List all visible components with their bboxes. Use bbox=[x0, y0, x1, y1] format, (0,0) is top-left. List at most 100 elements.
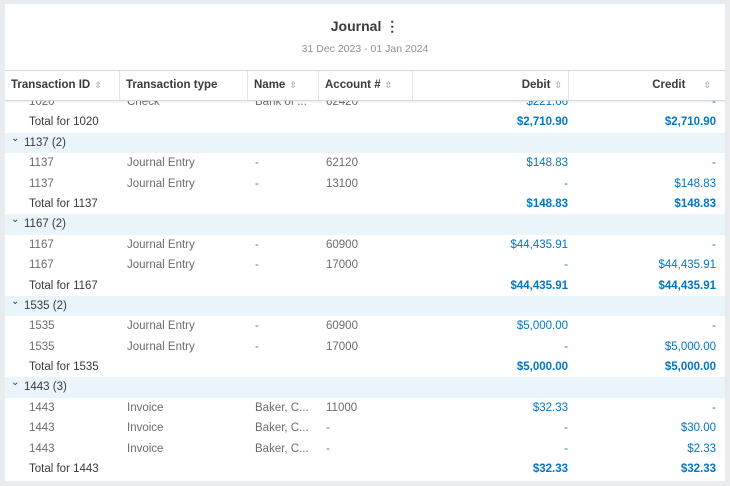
account: 17000 bbox=[326, 259, 358, 272]
transaction-id: 1137 bbox=[29, 157, 54, 170]
account: 17000 bbox=[326, 340, 358, 353]
sort-icon: ⇳ bbox=[384, 80, 393, 90]
debit[interactable]: $32.33 bbox=[532, 401, 568, 414]
transaction-type: Check bbox=[127, 100, 160, 108]
debit[interactable]: - bbox=[564, 442, 568, 455]
account: 13100 bbox=[326, 177, 358, 190]
transaction-type: Journal Entry bbox=[127, 259, 195, 272]
debit-total[interactable]: $32.33 bbox=[532, 463, 568, 476]
debit-total[interactable]: $148.83 bbox=[526, 197, 568, 210]
credit[interactable]: - bbox=[712, 157, 716, 170]
transaction-type: Journal Entry bbox=[127, 340, 195, 353]
total-label: Total for 1443 bbox=[29, 463, 99, 476]
credit-total[interactable]: $44,435.91 bbox=[658, 279, 716, 292]
more-vertical-icon[interactable]: ⋮ bbox=[385, 18, 400, 34]
credit[interactable]: $44,435.91 bbox=[658, 259, 716, 272]
debit[interactable]: $221.66 bbox=[526, 100, 568, 108]
group-row[interactable]: ⌄ 1443 (3) bbox=[5, 377, 725, 398]
credit[interactable]: $148.83 bbox=[674, 177, 716, 190]
credit-total[interactable]: $5,000.00 bbox=[664, 361, 716, 374]
debit-total[interactable]: $44,435.91 bbox=[510, 279, 568, 292]
total-row: Total for 1020 $2,710.90 $2,710.90 bbox=[5, 112, 725, 132]
name: Bank of ... bbox=[255, 100, 307, 108]
transaction-type: Journal Entry bbox=[127, 238, 195, 251]
name: - bbox=[255, 259, 259, 272]
debit[interactable]: $148.83 bbox=[526, 157, 568, 170]
name: Baker, C... bbox=[255, 442, 309, 455]
table-row: 1443 Invoice Baker, C... 11000 $32.33 - bbox=[5, 398, 725, 418]
credit[interactable]: - bbox=[712, 238, 716, 251]
table-row: 1137 Journal Entry - 13100 - $148.83 bbox=[5, 174, 725, 194]
chevron-down-icon[interactable]: ⌄ bbox=[11, 132, 20, 144]
total-row: Total for 1535 $5,000.00 $5,000.00 bbox=[5, 357, 725, 377]
table-row: 1020 Check Bank of ... 62420 $221.66 - bbox=[5, 100, 725, 112]
table-header: Transaction ID ⇳ Transaction type Name ⇳ A… bbox=[5, 70, 725, 101]
transaction-id: 1443 bbox=[29, 401, 55, 414]
debit[interactable]: - bbox=[564, 340, 568, 353]
transaction-id: 1443 bbox=[29, 442, 55, 455]
credit[interactable]: $30.00 bbox=[680, 422, 716, 435]
account: 60900 bbox=[326, 238, 358, 251]
group-row[interactable]: ⌄ 1535 (2) bbox=[5, 295, 725, 317]
column-header-transaction-id[interactable]: Transaction ID ⇳ bbox=[5, 71, 120, 100]
name: - bbox=[255, 238, 259, 251]
table-body[interactable]: 1020 Check Bank of ... 62420 $221.66 - Total f… bbox=[5, 100, 725, 481]
credit-total[interactable]: $148.83 bbox=[674, 197, 716, 210]
credit[interactable]: $5,000.00 bbox=[664, 340, 716, 353]
group-label: 1167 (2) bbox=[24, 218, 66, 231]
group-label: 1535 (2) bbox=[24, 299, 67, 312]
journal-report: Journal ⋮ 31 Dec 2023 - 01 Jan 2024 Tran… bbox=[5, 4, 725, 481]
chevron-down-icon[interactable]: ⌄ bbox=[11, 377, 20, 389]
column-header-credit[interactable]: Credit ⇳ bbox=[652, 79, 711, 91]
table-row: 1167 Journal Entry - 17000 - $44,435.91 bbox=[5, 255, 725, 275]
chevron-down-icon[interactable]: ⌄ bbox=[11, 295, 20, 307]
transaction-type: Journal Entry bbox=[127, 157, 195, 170]
column-header-debit[interactable]: Debit ⇳ bbox=[413, 71, 569, 100]
total-label: Total for 1167 bbox=[29, 279, 98, 292]
debit[interactable]: - bbox=[564, 259, 568, 272]
name: Baker, C... bbox=[255, 401, 309, 414]
transaction-id: 1535 bbox=[29, 340, 55, 353]
table-row: 1167 Journal Entry - 60900 $44,435.91 - bbox=[5, 235, 725, 255]
table-row: 1535 Journal Entry - 60900 $5,000.00 - bbox=[5, 316, 725, 336]
sort-icon: ⇳ bbox=[94, 80, 102, 90]
sort-icon: ⇳ bbox=[703, 80, 711, 90]
credit-total[interactable]: $32.33 bbox=[680, 463, 716, 476]
account: - bbox=[326, 422, 330, 435]
debit-total[interactable]: $5,000.00 bbox=[516, 361, 568, 374]
credit[interactable]: $2.33 bbox=[687, 442, 716, 455]
credit-total[interactable]: $2,710.90 bbox=[664, 116, 716, 129]
group-row[interactable]: ⌄ 1137 (2) bbox=[5, 132, 725, 154]
transaction-type: Invoice bbox=[127, 442, 164, 455]
total-row: Total for 1443 $32.33 $32.33 bbox=[5, 459, 725, 479]
column-header-account[interactable]: Account # ⇳ bbox=[319, 71, 413, 100]
debit[interactable]: $44,435.91 bbox=[510, 238, 568, 251]
total-label: Total for 1535 bbox=[29, 361, 99, 374]
debit[interactable]: - bbox=[564, 422, 568, 435]
credit[interactable]: - bbox=[712, 320, 716, 333]
table-row: 1443 Invoice Baker, C... - - $30.00 bbox=[5, 418, 725, 438]
chevron-down-icon[interactable]: ⌄ bbox=[11, 214, 20, 226]
transaction-id: 1443 bbox=[29, 422, 55, 435]
table-row: 1443 Invoice Baker, C... - - $2.33 bbox=[5, 439, 725, 459]
report-title: Journal ⋮ bbox=[330, 18, 400, 34]
credit[interactable]: - bbox=[712, 401, 716, 414]
group-label: 1443 (3) bbox=[24, 381, 67, 394]
total-row: Total for 1137 $148.83 $148.83 bbox=[5, 194, 725, 214]
debit-total[interactable]: $2,710.90 bbox=[516, 116, 568, 129]
debit[interactable]: - bbox=[564, 177, 568, 190]
account: 62420 bbox=[326, 100, 358, 108]
account: 11000 bbox=[326, 401, 358, 414]
column-header-transaction-type[interactable]: Transaction type bbox=[120, 71, 248, 100]
account: 60900 bbox=[326, 320, 358, 333]
credit[interactable]: - bbox=[712, 100, 716, 108]
transaction-id: 1137 bbox=[29, 177, 54, 190]
date-range: 31 Dec 2023 - 01 Jan 2024 bbox=[301, 43, 429, 55]
debit[interactable]: $5,000.00 bbox=[516, 320, 568, 333]
transaction-id: 1535 bbox=[29, 320, 55, 333]
transaction-id: 1167 bbox=[29, 238, 54, 251]
name: - bbox=[255, 157, 259, 170]
sort-icon: ⇳ bbox=[554, 80, 562, 90]
column-header-name[interactable]: Name ⇳ bbox=[248, 71, 319, 100]
group-row[interactable]: ⌄ 1167 (2) bbox=[5, 214, 725, 235]
